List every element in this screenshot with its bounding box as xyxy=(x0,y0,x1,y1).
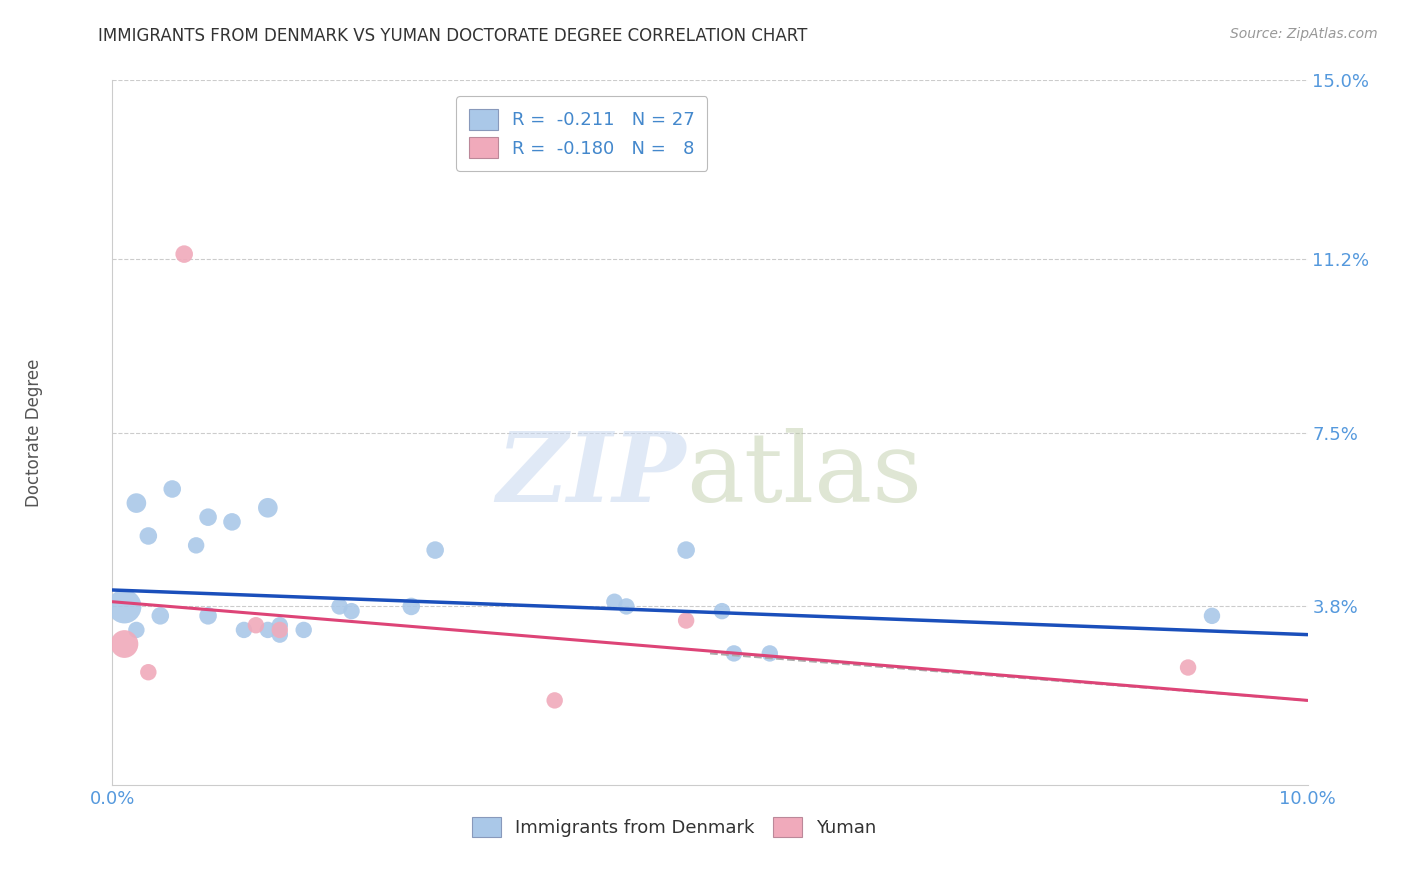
Y-axis label: Doctorate Degree: Doctorate Degree xyxy=(25,359,44,507)
Point xyxy=(340,604,363,618)
Point xyxy=(329,599,352,614)
Point xyxy=(675,614,697,628)
Point xyxy=(269,627,291,641)
Point xyxy=(257,623,280,637)
Point xyxy=(759,647,782,661)
Point xyxy=(114,637,135,651)
Text: atlas: atlas xyxy=(686,428,922,522)
Text: ZIP: ZIP xyxy=(496,428,686,522)
Point xyxy=(269,623,291,637)
Point xyxy=(603,595,626,609)
Point xyxy=(711,604,734,618)
Point xyxy=(1177,660,1199,674)
Point xyxy=(173,247,195,261)
Point xyxy=(197,510,219,524)
Point xyxy=(125,496,148,510)
Point xyxy=(221,515,243,529)
Point xyxy=(543,693,565,707)
Text: Source: ZipAtlas.com: Source: ZipAtlas.com xyxy=(1230,27,1378,41)
Point xyxy=(1201,608,1223,623)
Point xyxy=(138,665,160,680)
Text: IMMIGRANTS FROM DENMARK VS YUMAN DOCTORATE DEGREE CORRELATION CHART: IMMIGRANTS FROM DENMARK VS YUMAN DOCTORA… xyxy=(98,27,808,45)
Point xyxy=(401,599,423,614)
Point xyxy=(186,538,208,552)
Point xyxy=(114,599,135,614)
Point xyxy=(675,543,697,558)
Point xyxy=(245,618,267,632)
Point xyxy=(723,647,745,661)
Point xyxy=(149,608,172,623)
Point xyxy=(197,608,219,623)
Point xyxy=(425,543,447,558)
Point xyxy=(292,623,315,637)
Point xyxy=(138,529,160,543)
Point xyxy=(269,618,291,632)
Point xyxy=(616,599,638,614)
Point xyxy=(233,623,256,637)
Legend: Immigrants from Denmark, Yuman: Immigrants from Denmark, Yuman xyxy=(463,807,886,847)
Point xyxy=(257,500,280,515)
Point xyxy=(125,623,148,637)
Point xyxy=(162,482,183,496)
